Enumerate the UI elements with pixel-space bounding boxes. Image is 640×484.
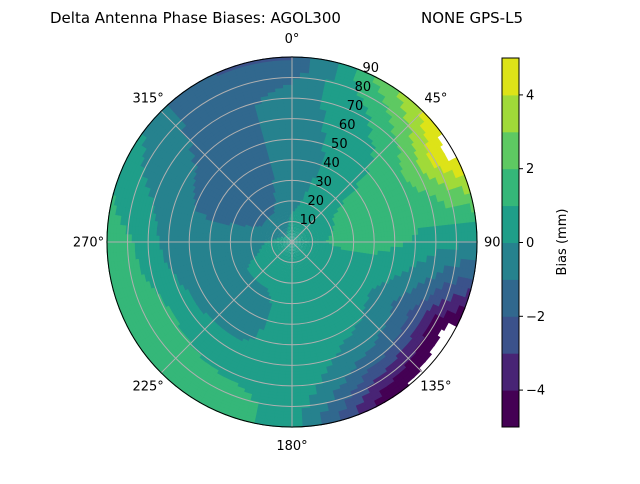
chart-title-right: NONE GPS-L5: [421, 9, 523, 27]
chart-title: Delta Antenna Phase Biases: AGOL300: [50, 9, 341, 27]
